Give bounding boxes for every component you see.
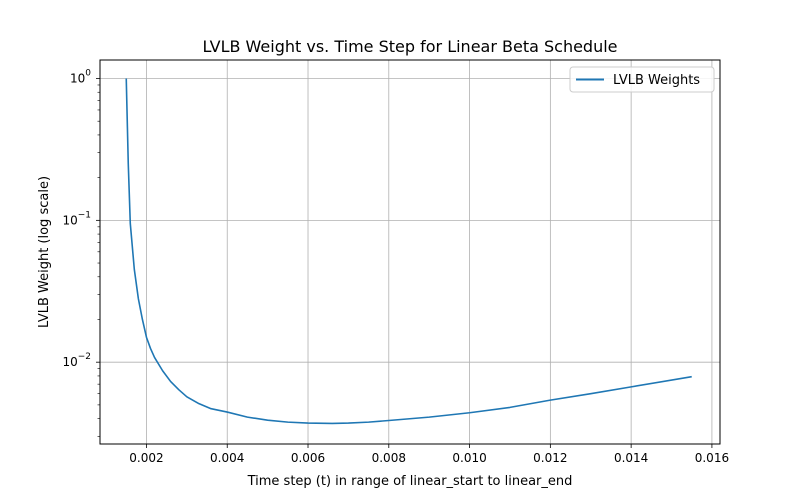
x-tick-label: 0.012 [533,451,567,465]
x-axis-label: Time step (t) in range of linear_start t… [247,474,573,489]
x-tick-label: 0.016 [695,451,729,465]
x-tick-label: 0.002 [129,451,163,465]
y-tick-label: 100 [70,68,91,85]
y-axis-label: LVLB Weight (log scale) [37,176,52,328]
legend-box [569,66,715,93]
x-tick-label: 0.006 [291,451,325,465]
legend: LVLB Weights [569,66,715,93]
series-line [125,78,692,425]
y-tick-label: 10−2 [62,352,91,369]
x-tick-label: 0.014 [614,451,648,465]
series-lines [125,78,692,425]
y-tick-label: 10−1 [62,210,91,227]
x-tick-label: 0.010 [452,451,486,465]
legend-label: LVLB Weights [613,73,700,88]
ticks: 0.002 0.004 0.006 0.008 0.010 0.012 0.014 0.016… [62,68,729,465]
chart-title: LVLB Weight vs. Time Step for Linear Bet… [202,37,617,56]
x-tick-label: 0.004 [210,451,244,465]
x-tick-label: 0.008 [372,451,406,465]
